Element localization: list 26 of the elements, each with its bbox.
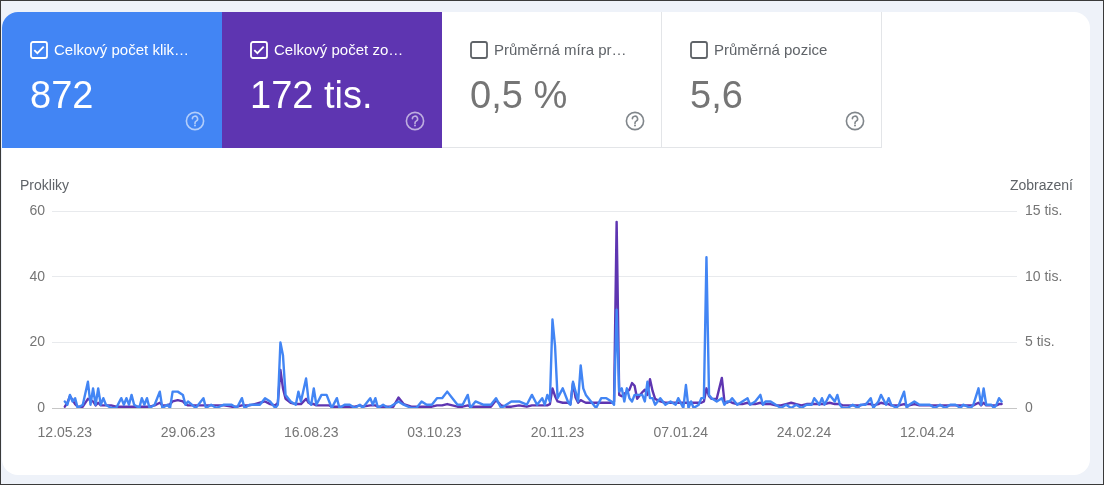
x-tick-label: 07.01.24 (653, 424, 709, 441)
y-tick-label: 0 (37, 398, 46, 415)
y-tick-label: 60 (29, 202, 46, 219)
y2-tick-label: 0 (1025, 398, 1033, 415)
text: Celkový počet zo… (274, 41, 404, 58)
text: Průměrná pozice (714, 41, 828, 58)
text: Celkový počet klik… (54, 41, 190, 58)
text: 172 tis. (250, 74, 373, 116)
x-tick-label: 12.05.23 (37, 424, 93, 441)
text: Průměrná míra pr… (494, 41, 627, 58)
y-tick-label: 40 (29, 267, 46, 284)
y-axis-title: Prokliky (20, 177, 70, 193)
x-tick-label: 12.04.24 (899, 424, 955, 441)
y2-tick-label: 10 tis. (1025, 267, 1063, 284)
text: 872 (30, 74, 94, 116)
x-tick-label: 24.02.24 (776, 424, 832, 441)
y-tick-label: 20 (29, 333, 46, 350)
x-tick-label: 16.08.23 (283, 424, 339, 441)
text: 5,6 (690, 74, 743, 116)
y2-tick-label: 5 tis. (1025, 333, 1055, 350)
x-tick-label: 03.10.23 (407, 424, 462, 441)
y2-axis-title: Zobrazení (1009, 177, 1073, 193)
y2-tick-label: 15 tis. (1025, 202, 1063, 219)
x-tick-label: 20.11.23 (530, 424, 585, 441)
text: 0,5 % (470, 74, 568, 116)
x-tick-label: 29.06.23 (160, 424, 216, 441)
